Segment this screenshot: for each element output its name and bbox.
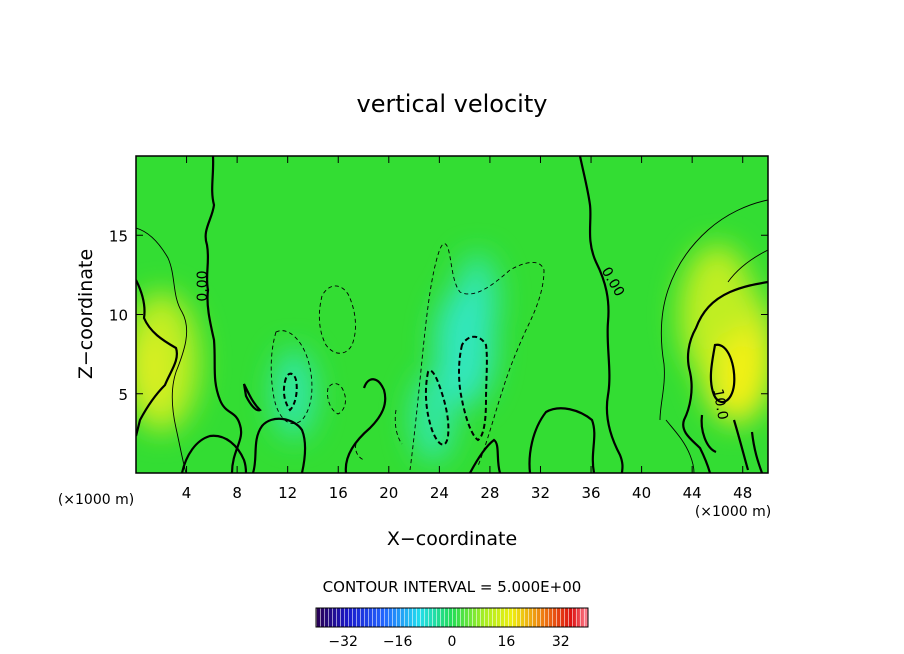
x-tick-label: 28 [480,484,499,502]
contour-line-zero [528,407,596,473]
contour-line-negative-strong [458,335,488,442]
contour-label-left: 0.00 [195,270,211,301]
contour-line-zero [732,419,750,471]
field-blobs [136,244,768,463]
colorbar-tick-label: −16 [383,634,413,650]
x-unit-label: (×1000 m) [695,504,771,520]
contour-line-zero [750,431,764,473]
x-tick-label: 16 [329,484,348,502]
contour-line-zero [344,378,387,473]
z-unit-label: (×1000 m) [58,492,134,508]
downdraft-region [272,348,316,439]
contour-line-positive [659,199,768,421]
updraft-core [718,329,763,410]
x-tick-label: 48 [733,484,752,502]
colorbar-tick-label: −32 [328,634,358,650]
contour-label-peak: 10.0 [709,388,730,421]
colorbar [315,607,589,628]
colorbar-ticks: −32 −16 0 16 32 [328,634,569,650]
contour-line-negative-strong [424,369,450,446]
colorbar-frame [315,607,589,628]
contour-line-zero [242,383,262,412]
contour-line-zero [700,414,717,454]
colorbar-tick-label: 32 [552,634,570,650]
x-axis-ticks: 4 8 12 16 20 24 28 32 36 40 44 48 [182,156,752,502]
chart-title: vertical velocity [357,90,548,118]
contour-line-positive [727,249,768,283]
y-tick-label: 10 [109,307,128,325]
contour-line-zero [180,434,248,473]
contour-line-positive [665,419,695,473]
contour-line-zero [204,156,243,473]
x-axis-label: X−coordinate [387,528,517,550]
y-axis-label: Z−coordinate [75,249,97,379]
x-tick-label: 8 [232,484,242,502]
x-tick-label: 44 [683,484,702,502]
colorbar-tick-label: 16 [497,634,515,650]
contour-line-zero [709,343,736,404]
contour-line-zero [682,280,768,473]
x-tick-label: 4 [182,484,192,502]
contour-interval-text: CONTOUR INTERVAL = 5.000E+00 [323,578,582,596]
contour-line-zero [251,417,307,473]
contour-line-negative-strong [282,372,298,412]
colorbar-stripes [316,608,588,627]
contour-line-negative [409,243,545,471]
x-tick-label: 20 [379,484,398,502]
y-axis-ticks: 5 10 15 [109,227,768,404]
x-tick-label: 36 [581,484,600,502]
contour-line-zero [578,156,624,473]
plot-area [136,156,768,473]
y-tick-label: 5 [118,386,128,404]
x-tick-label: 32 [531,484,550,502]
y-tick-label: 15 [109,227,128,245]
x-tick-label: 12 [278,484,297,502]
x-tick-label: 40 [632,484,651,502]
contour-line-negative [318,285,356,354]
contour-line-negative [355,443,365,461]
contour-line-negative [327,383,346,415]
colorbar-tick-label: 0 [448,634,457,650]
x-tick-label: 24 [430,484,449,502]
downdraft-halo [434,286,495,407]
contour-line-negative [270,330,313,425]
contour-line-positive [136,227,188,473]
contour-line-zero [136,279,178,437]
contour-line-zero [469,438,502,473]
contour-lines [136,156,768,473]
contour-line-negative [394,409,403,445]
downdraft-region [411,372,456,463]
